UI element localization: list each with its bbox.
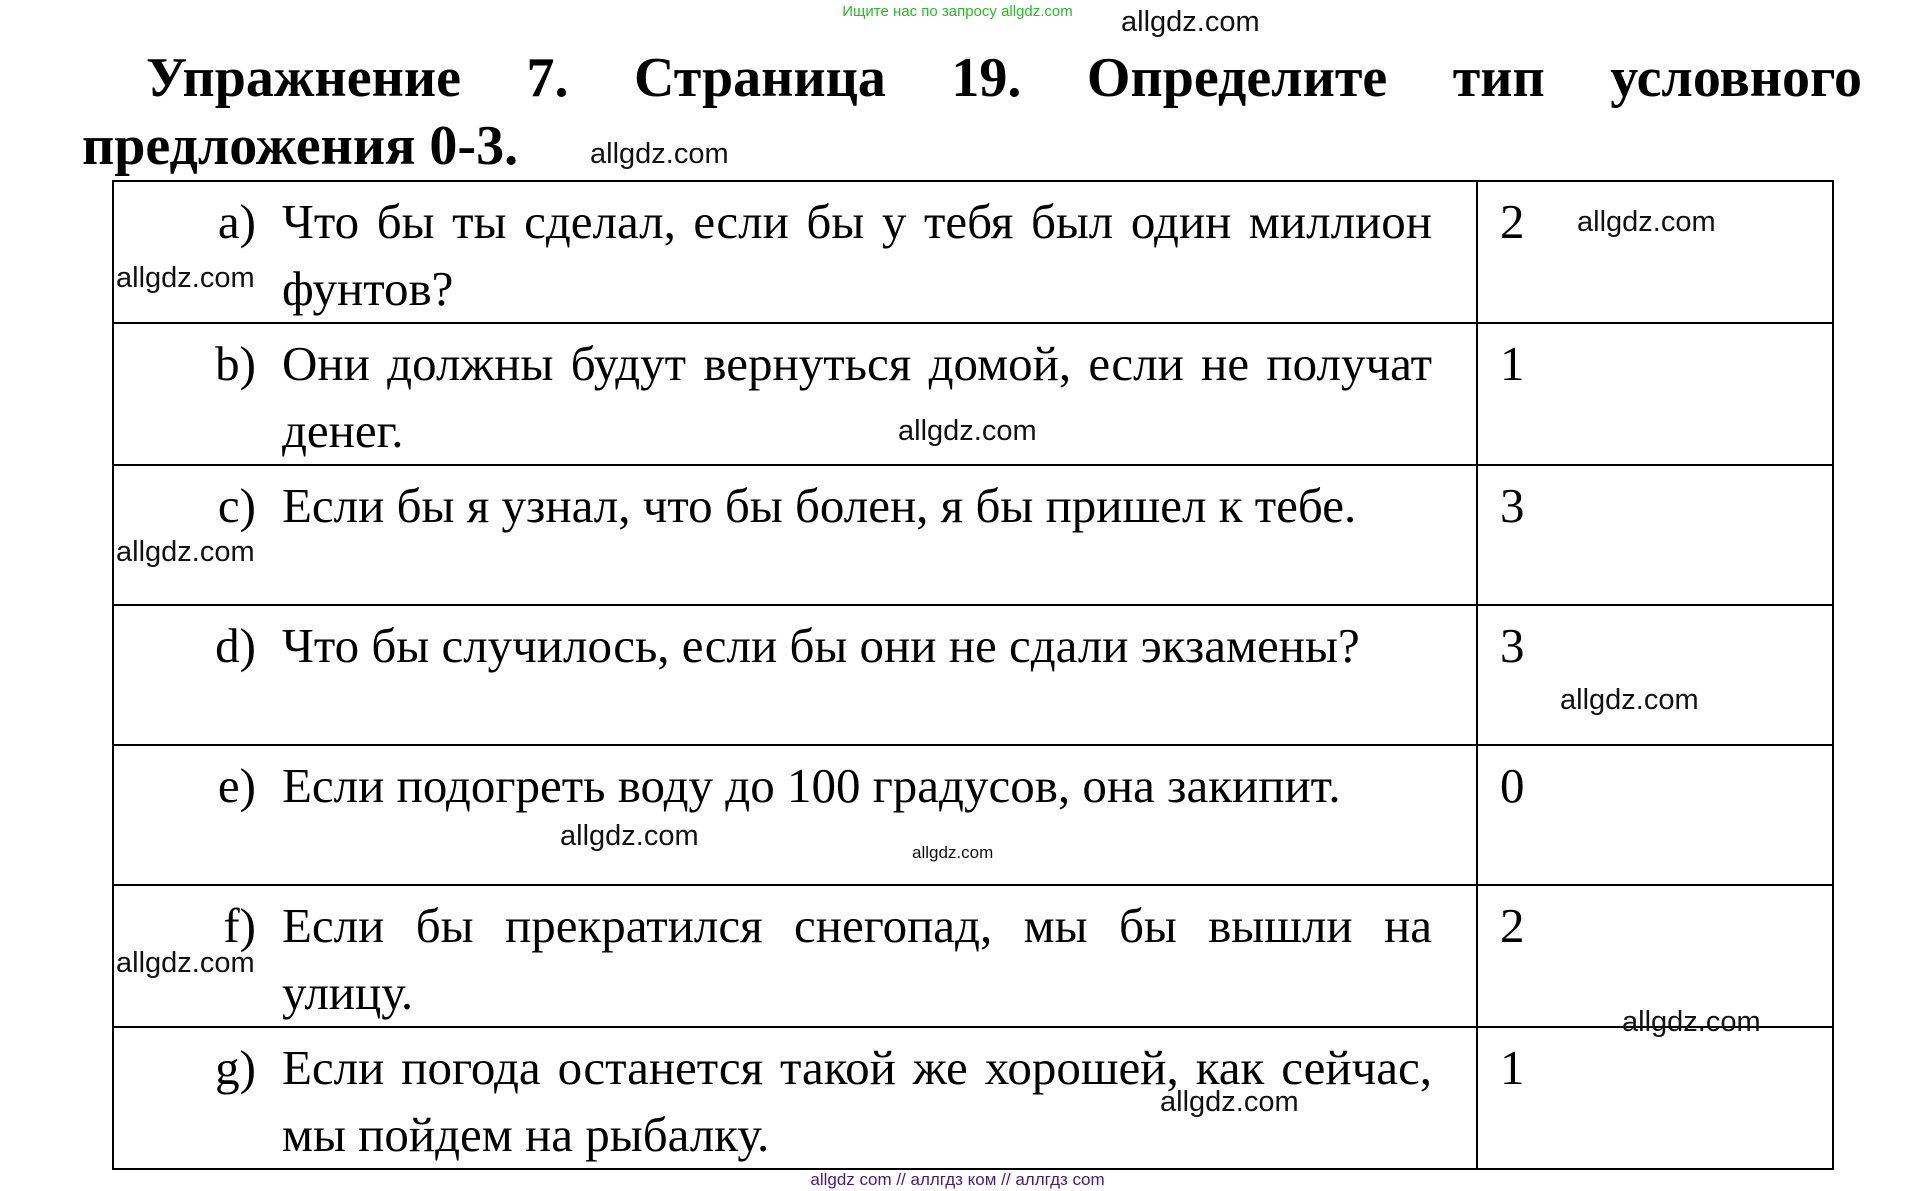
answer-cell: 3 — [1476, 604, 1834, 746]
watermark: allgdz.com — [560, 820, 699, 852]
footer-links: allgdz com // аллгдз ком // аллгдз com — [810, 1170, 1105, 1189]
watermark: allgdz.com — [1622, 1006, 1761, 1038]
sentence-text: Если бы я узнал, что бы болен, я бы приш… — [282, 478, 1357, 533]
watermark: allgdz.com — [1121, 6, 1260, 38]
table-row: a) Что бы ты сделал, если бы у тебя был о… — [112, 180, 1834, 324]
question-cell: e) Если подогреть воду до 100 градусов, о… — [112, 744, 1478, 886]
question-cell: a) Что бы ты сделал, если бы у тебя был о… — [112, 180, 1478, 324]
question-cell: f) Если бы прекратился снегопад, мы бы вы… — [112, 884, 1478, 1028]
table-row: b) Они должны будут вернуться домой, если… — [112, 322, 1834, 466]
exercise-table: a) Что бы ты сделал, если бы у тебя был о… — [112, 180, 1834, 1170]
item-label: b) — [215, 336, 256, 391]
answer-cell: 3 — [1476, 464, 1834, 606]
watermark: allgdz.com — [116, 947, 255, 979]
watermark: allgdz.com — [116, 262, 255, 294]
watermark: allgdz.com — [1577, 206, 1716, 238]
item-label: c) — [217, 478, 256, 533]
watermark: allgdz.com — [116, 536, 255, 568]
answer-cell: 2 — [1476, 884, 1834, 1028]
watermark: allgdz.com — [1560, 684, 1699, 716]
question-cell: d) Что бы случилось, если бы они не сдали… — [112, 604, 1478, 746]
answer-cell: 1 — [1476, 1026, 1834, 1170]
question-cell: g) Если погода останется такой же хорошей… — [112, 1026, 1478, 1170]
item-label: f) — [223, 898, 256, 953]
watermark: allgdz.com — [1160, 1086, 1299, 1118]
question-cell: c) Если бы я узнал, что бы болен, я бы пр… — [112, 464, 1478, 606]
question-cell: b) Они должны будут вернуться домой, если… — [112, 322, 1478, 466]
watermark: allgdz.com — [590, 138, 729, 170]
title-line-2: предложения 0-3. — [82, 115, 519, 177]
sentence-text: Что бы ты сделал, если бы у тебя был оди… — [282, 194, 1432, 316]
header-note: Ищите нас по запросу allgdz.com — [842, 3, 1073, 20]
sentence-text: Что бы случилось, если бы они не сдали э… — [282, 618, 1360, 673]
item-label: d) — [215, 618, 256, 673]
table-row: f) Если бы прекратился снегопад, мы бы вы… — [112, 884, 1834, 1028]
sentence-text: Они должны будут вернуться домой, если н… — [282, 336, 1432, 458]
item-label: e) — [217, 758, 256, 813]
watermark: allgdz.com — [898, 415, 1037, 447]
page-title: Упражнение 7. Страница 19. Определите ти… — [82, 44, 1862, 180]
table-row: d) Что бы случилось, если бы они не сдали… — [112, 604, 1834, 746]
answer-cell: 2 — [1476, 180, 1834, 324]
watermark: allgdz.com — [912, 843, 994, 862]
title-line-1: Упражнение 7. Страница 19. Определите ти… — [146, 47, 1862, 109]
item-label: g) — [215, 1040, 256, 1095]
table-row: e) Если подогреть воду до 100 градусов, о… — [112, 744, 1834, 886]
table-row: g) Если погода останется такой же хорошей… — [112, 1026, 1834, 1170]
sentence-text: Если подогреть воду до 100 градусов, она… — [282, 758, 1341, 813]
item-label: a) — [217, 194, 256, 249]
answer-cell: 0 — [1476, 744, 1834, 886]
sentence-text: Если погода останется такой же хорошей, … — [282, 1040, 1432, 1162]
table-row: c) Если бы я узнал, что бы болен, я бы пр… — [112, 464, 1834, 606]
answer-cell: 1 — [1476, 322, 1834, 466]
sentence-text: Если бы прекратился снегопад, мы бы вышл… — [282, 898, 1432, 1020]
